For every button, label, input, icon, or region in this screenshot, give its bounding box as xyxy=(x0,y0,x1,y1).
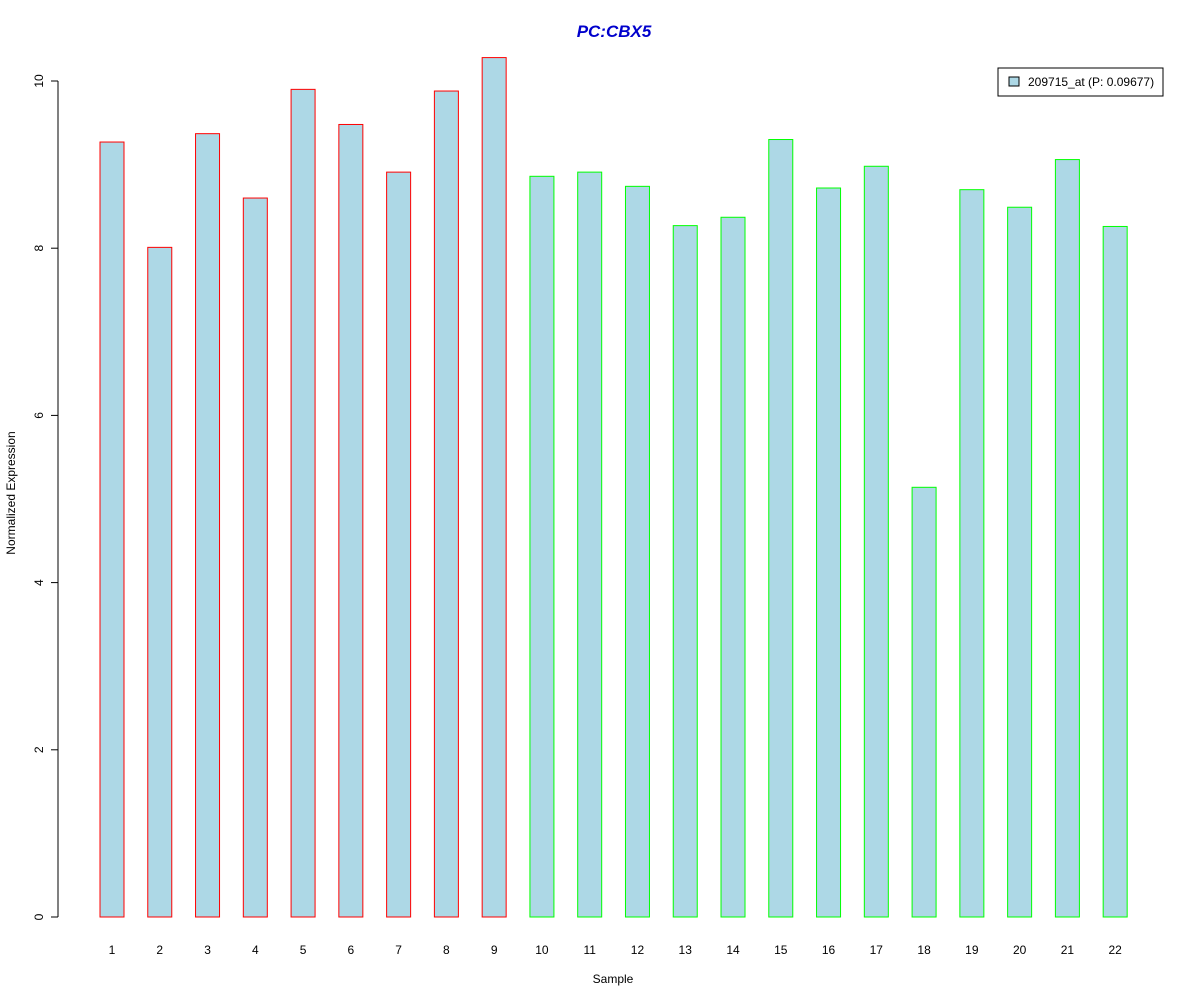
legend-box xyxy=(997,67,1164,97)
bar-sample-12 xyxy=(624,185,650,918)
y-tick-label: 8 xyxy=(32,245,46,252)
bar-sample-2 xyxy=(147,246,173,918)
x-tick-label: 21 xyxy=(1061,943,1075,957)
bar-sample-13 xyxy=(672,225,698,918)
bar-sample-18 xyxy=(911,486,937,918)
x-tick-label: 10 xyxy=(535,943,549,957)
x-tick-label: 8 xyxy=(443,943,450,957)
x-tick-label: 7 xyxy=(395,943,402,957)
bar-sample-21 xyxy=(1054,159,1080,918)
bar-sample-15 xyxy=(768,139,794,918)
chart-title: PC:CBX5 xyxy=(577,22,652,41)
x-tick-label: 4 xyxy=(252,943,259,957)
bar-sample-19 xyxy=(959,189,985,918)
x-tick-label: 9 xyxy=(491,943,498,957)
y-tick-label: 10 xyxy=(32,74,46,88)
x-tick-label: 2 xyxy=(156,943,163,957)
legend: 209715_at (P: 0.09677) xyxy=(997,67,1164,97)
x-tick-label: 11 xyxy=(583,943,596,957)
bars-group xyxy=(99,57,1128,918)
x-tick-labels: 1 2 3 4 5 6 7 8 9 10 11 12 13 14 15 16 17 18 19 20 21 22 xyxy=(109,943,1123,957)
bar-sample-17 xyxy=(863,165,889,918)
y-axis: 0 2 4 6 8 10 xyxy=(32,74,59,920)
x-axis-label: Sample xyxy=(593,972,634,986)
x-tick-label: 18 xyxy=(917,943,931,957)
x-tick-label: 15 xyxy=(774,943,788,957)
x-tick-label: 22 xyxy=(1108,943,1122,957)
bar-sample-4 xyxy=(242,197,268,918)
bar-sample-5 xyxy=(290,88,316,918)
x-tick-label: 5 xyxy=(300,943,307,957)
y-tick-label: 0 xyxy=(32,913,46,920)
bar-sample-10 xyxy=(529,175,555,918)
legend-swatch xyxy=(1008,76,1020,87)
bar-sample-16 xyxy=(816,187,842,918)
y-tick-label: 6 xyxy=(32,412,46,419)
legend-label: 209715_at (P: 0.09677) xyxy=(1028,75,1154,89)
bar-sample-14 xyxy=(720,216,746,918)
bar-sample-22 xyxy=(1102,225,1128,918)
x-tick-label: 12 xyxy=(631,943,645,957)
x-tick-label: 17 xyxy=(870,943,884,957)
x-tick-label: 6 xyxy=(348,943,355,957)
x-tick-label: 13 xyxy=(679,943,693,957)
x-tick-label: 3 xyxy=(204,943,211,957)
bar-sample-6 xyxy=(338,123,364,918)
y-tick-label: 2 xyxy=(32,746,46,753)
x-tick-label: 14 xyxy=(726,943,740,957)
bar-sample-1 xyxy=(99,141,125,918)
y-tick-label: 4 xyxy=(32,579,46,586)
bar-sample-8 xyxy=(433,90,459,918)
y-axis-label: Normalized Expression xyxy=(4,431,18,554)
bar-sample-3 xyxy=(195,133,221,918)
bar-sample-7 xyxy=(386,171,412,918)
x-tick-label: 16 xyxy=(822,943,836,957)
x-tick-label: 1 xyxy=(109,943,116,957)
bar-sample-20 xyxy=(1007,206,1033,918)
bar-sample-9 xyxy=(481,57,507,918)
x-tick-label: 20 xyxy=(1013,943,1027,957)
x-tick-label: 19 xyxy=(965,943,979,957)
bar-sample-11 xyxy=(577,171,603,918)
